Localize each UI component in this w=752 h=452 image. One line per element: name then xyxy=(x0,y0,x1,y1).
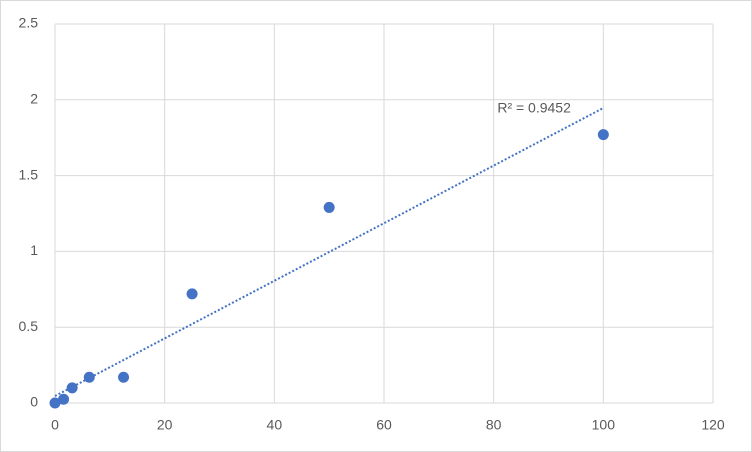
point xyxy=(83,371,95,383)
point xyxy=(323,201,335,213)
x-tick-label: 100 xyxy=(592,417,616,433)
x-tick-label: 40 xyxy=(267,417,283,433)
y-tick-label: 1 xyxy=(30,242,38,258)
x-tick-label: 80 xyxy=(486,417,502,433)
point xyxy=(118,371,130,383)
trendline xyxy=(54,107,604,397)
x-tick-label: 0 xyxy=(51,417,59,433)
trendline-label: R² = 0.9452 xyxy=(497,100,571,116)
y-tick-label: 0 xyxy=(30,394,38,410)
y-tick-label: 2 xyxy=(30,91,38,107)
point xyxy=(186,288,198,300)
point xyxy=(49,397,61,409)
point xyxy=(66,382,78,394)
y-tick-label: 2.5 xyxy=(19,15,39,31)
x-tick-label: 60 xyxy=(376,417,392,433)
y-tick-label: 1.5 xyxy=(19,166,39,182)
point xyxy=(597,129,609,141)
point xyxy=(58,393,70,405)
x-tick-label: 120 xyxy=(701,417,725,433)
x-tick-label: 20 xyxy=(157,417,173,433)
y-tick-label: 0.5 xyxy=(19,318,39,334)
